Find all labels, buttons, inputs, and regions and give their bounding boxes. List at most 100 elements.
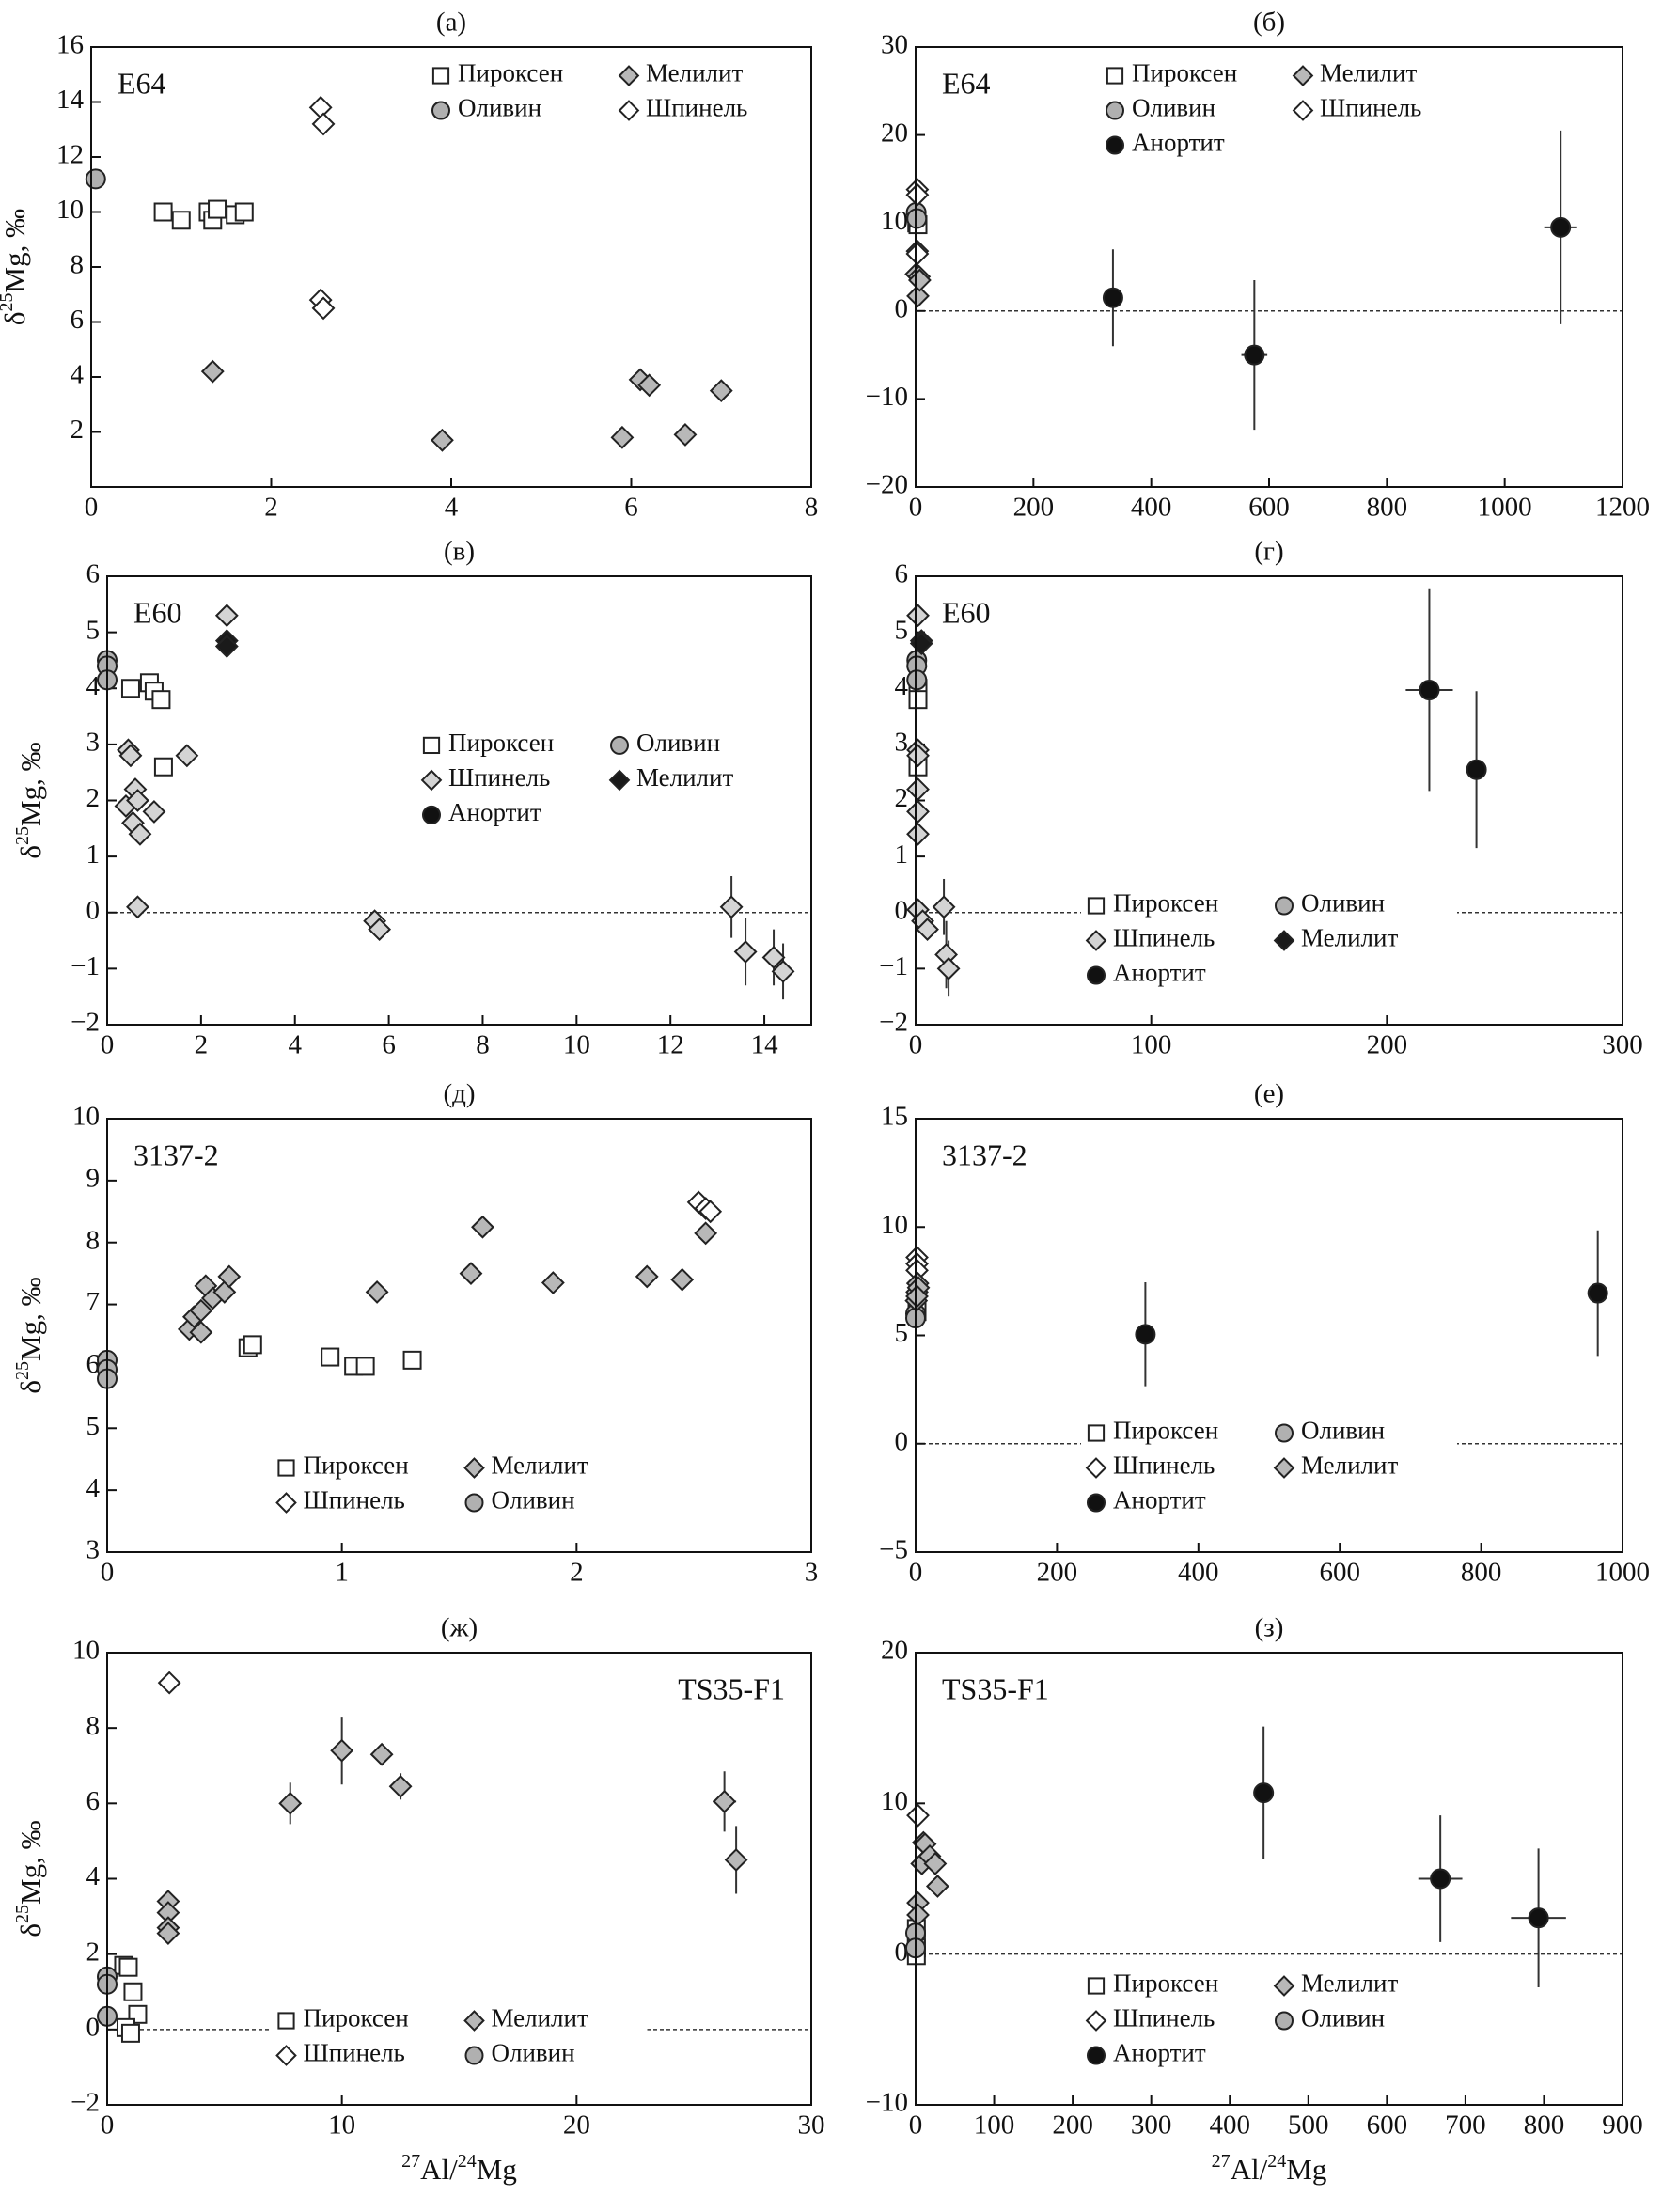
y-tick-label: 0 — [86, 895, 101, 925]
legend-label: Пироксен — [1113, 1969, 1218, 1998]
plot-frame — [106, 1652, 812, 2106]
x-tick-label: 14 — [751, 1030, 779, 1060]
x-axis-label: 27Al/24Mg — [401, 2151, 517, 2187]
legend-label: Мелилит — [1320, 59, 1417, 87]
legend-label: Мелилит — [492, 2004, 588, 2032]
point — [123, 1982, 143, 2001]
y-axis-label: δ25Mg, ‰ — [12, 1820, 48, 1937]
x-tick-label: 1000 — [1595, 1558, 1650, 1588]
legend-label: Шпинель — [1113, 924, 1215, 952]
point — [541, 1271, 565, 1294]
x-tick-label: 4 — [445, 493, 459, 523]
point — [761, 946, 786, 969]
y-tick-label: 20 — [881, 118, 908, 148]
point — [126, 789, 149, 812]
legend-label: Оливин — [458, 94, 541, 122]
y-tick-label: 1 — [895, 839, 909, 870]
x-tick-label: 900 — [1602, 2110, 1643, 2141]
legend-box — [271, 1447, 648, 1524]
x-axis-label-part: 24 — [458, 2151, 477, 2172]
x-tick-label: 600 — [1319, 1558, 1360, 1588]
legend-label: Шпинель — [448, 763, 550, 792]
x-tick-label: 1200 — [1595, 493, 1650, 523]
legend-marker — [275, 2045, 297, 2066]
legend-marker — [1087, 897, 1106, 915]
x-tick-label: 500 — [1288, 2110, 1329, 2141]
point — [1550, 216, 1572, 238]
legend-box — [1081, 1965, 1457, 2077]
x-tick-label: 400 — [1178, 1558, 1219, 1588]
y-tick-label: 10 — [56, 195, 84, 225]
point — [906, 744, 930, 768]
y-axis-label-part: δ — [14, 1380, 47, 1394]
legend-marker — [1273, 1457, 1295, 1479]
x-tick-label: 300 — [1602, 1030, 1643, 1060]
panel-title: (ж) — [441, 1613, 478, 1643]
point — [906, 604, 930, 628]
point — [908, 690, 928, 710]
point — [85, 168, 106, 190]
point — [369, 1742, 394, 1766]
legend-marker — [464, 2046, 484, 2065]
x-tick-label: 0 — [909, 2110, 923, 2141]
sample-label: E64 — [942, 66, 991, 100]
point — [698, 1200, 723, 1224]
x-tick-label: 2 — [570, 1558, 584, 1588]
point — [1253, 1782, 1275, 1804]
y-tick-label: 4 — [71, 360, 85, 390]
point — [916, 918, 939, 942]
x-tick-label: 0 — [101, 1030, 115, 1060]
y-tick-label: 5 — [895, 1318, 909, 1348]
panel-title: (е) — [1254, 1079, 1284, 1109]
legend-box — [1100, 55, 1476, 166]
y-tick-label: −1 — [879, 951, 908, 981]
legend-label: Мелилит — [492, 1451, 588, 1480]
legend-marker — [1275, 2011, 1294, 2031]
y-tick-label: 2 — [895, 783, 909, 813]
point — [118, 744, 143, 768]
y-tick-label: 10 — [881, 1786, 908, 1816]
x-tick-label: 300 — [1131, 2110, 1172, 2141]
legend-box — [426, 55, 802, 132]
point — [1528, 1907, 1549, 1929]
y-tick-label: 16 — [56, 30, 84, 60]
plot-frame — [915, 46, 1623, 488]
y-axis-label: δ25Mg, ‰ — [0, 209, 31, 325]
legend-label: Пироксен — [1132, 59, 1237, 87]
legend-box — [1081, 1412, 1457, 1524]
point — [151, 690, 171, 710]
y-tick-label: 4 — [86, 1473, 101, 1503]
legend-label: Мелилит — [1301, 1969, 1398, 1998]
legend-marker — [1106, 101, 1124, 120]
point — [142, 800, 166, 824]
point — [771, 959, 795, 983]
x-tick-label: 400 — [1131, 493, 1172, 523]
point — [905, 182, 930, 207]
point — [1135, 1324, 1156, 1345]
y-tick-label: 4 — [895, 671, 909, 701]
point — [637, 373, 662, 398]
point — [214, 635, 239, 658]
y-tick-label: 10 — [881, 206, 908, 236]
sample-label: TS35-F1 — [942, 1671, 1049, 1705]
y-axis-label-part: Mg, ‰ — [14, 742, 47, 826]
legend-marker — [1273, 930, 1295, 951]
y-tick-label: 2 — [86, 1937, 101, 1967]
point — [932, 895, 956, 919]
legend-marker — [463, 2010, 485, 2032]
y-tick-label: 0 — [895, 1426, 909, 1456]
legend-label: Пироксен — [304, 1451, 409, 1480]
y-tick-label: −1 — [71, 951, 100, 981]
legend-marker — [1106, 135, 1124, 155]
point — [157, 1671, 181, 1695]
y-tick-label: 0 — [895, 1937, 909, 1967]
point — [471, 1215, 494, 1239]
y-tick-label: −10 — [866, 382, 908, 412]
point — [925, 1875, 949, 1898]
point — [311, 112, 336, 136]
x-axis-label-part: Mg — [477, 2153, 517, 2186]
panel-title: (в) — [444, 537, 475, 567]
legend-label: Оливин — [1301, 1417, 1385, 1445]
y-tick-label: 10 — [72, 1102, 100, 1132]
x-tick-label: 700 — [1445, 2110, 1486, 2141]
